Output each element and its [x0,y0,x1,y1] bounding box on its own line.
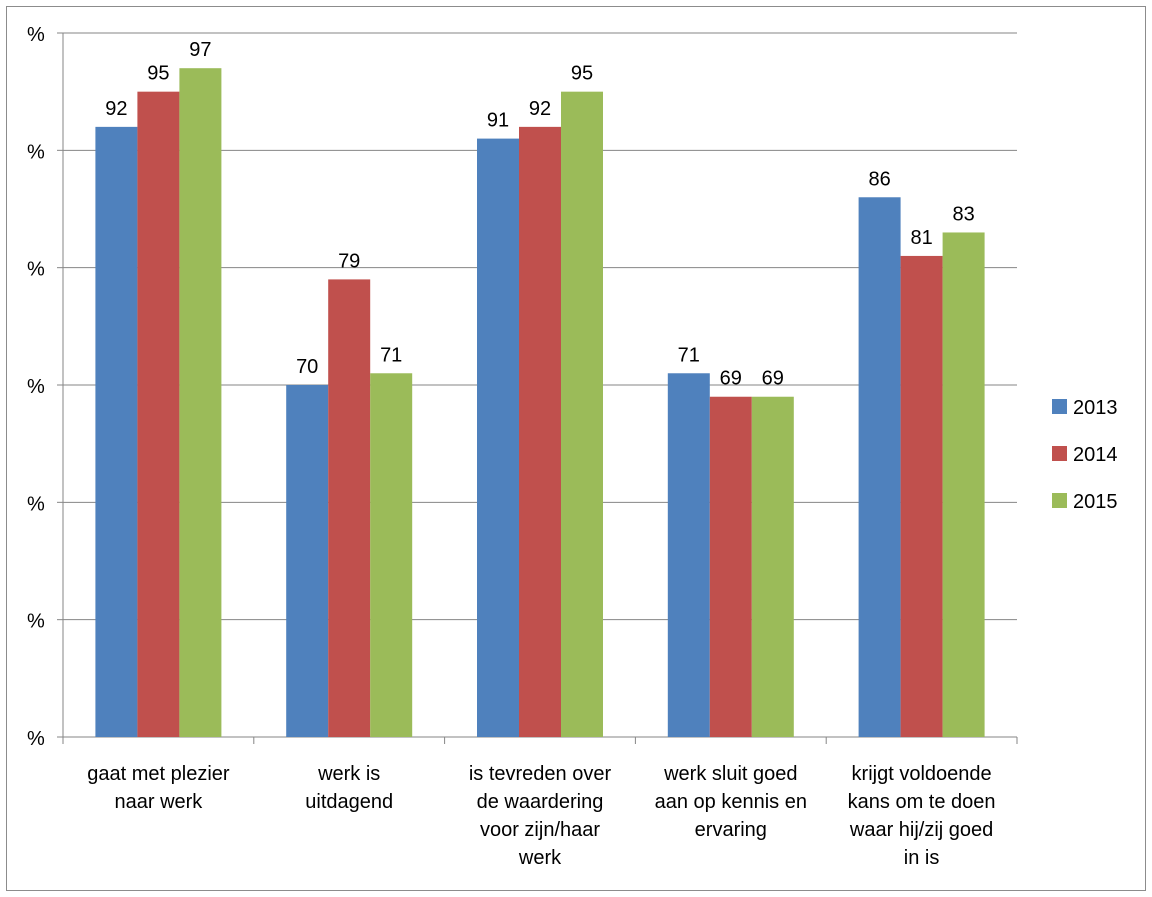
data-label: 92 [529,98,551,120]
bar-2014-3 [519,126,561,737]
bar-2014-4 [709,396,752,737]
data-label: 83 [952,203,974,225]
y-tick-label: % [27,493,45,515]
chart-frame: %%%%%%% 92 95 97 gaat met plezier naar werk 70… [6,6,1146,891]
data-label: 71 [678,344,700,366]
category-label: werk [518,847,562,869]
y-tick-label: % [27,376,45,398]
y-tick-label: % [27,259,45,281]
bar-2013-2 [286,385,329,737]
y-tick-label: % [27,141,45,163]
bar-2013-4 [667,373,710,737]
category-label: kans om te doen [848,791,996,813]
data-label: 92 [105,98,127,120]
bar-2014-5 [900,255,943,737]
legend-swatch-2013 [1052,399,1067,414]
data-label: 71 [380,344,402,366]
legend-swatch-2014 [1052,446,1067,461]
y-tick-label: % [27,728,45,750]
y-tick-label: % [27,611,45,633]
bar-2014-1 [137,91,180,737]
data-label: 86 [868,168,890,190]
bar-2015-3 [561,91,603,737]
category-label: werk is [317,763,380,785]
bar-chart: %%%%%%% 92 95 97 gaat met plezier naar werk 70… [27,24,1118,869]
data-label: 81 [910,227,932,249]
data-label: 95 [147,63,169,85]
bar-2015-1 [179,68,222,737]
bar-2015-2 [370,373,413,737]
category-label: naar werk [114,791,203,813]
legend-label: 2015 [1073,491,1118,513]
legend-label: 2014 [1073,444,1118,466]
data-label: 91 [487,110,509,132]
category-label: ervaring [695,819,767,841]
category-label: werk sluit goed [663,763,797,785]
bar-2013-3 [477,138,519,738]
data-label: 69 [720,368,742,390]
data-label: 97 [189,39,211,61]
legend-label: 2013 [1073,397,1118,419]
y-tick-label: % [27,24,45,46]
data-label: 95 [571,63,593,85]
category-label: is tevreden over [469,763,612,785]
bar-2015-5 [942,232,985,737]
category-label: voor zijn/haar [480,819,600,841]
category-label: uitdagend [305,791,393,813]
category-label: waar hij/zij goed [849,819,993,841]
data-label: 79 [338,250,360,272]
category-label: de waardering [477,791,604,813]
data-label: 70 [296,356,318,378]
category-label: in is [904,847,940,869]
category-label: aan op kennis en [655,791,807,813]
bar-2013-1 [95,126,138,737]
legend-swatch-2015 [1052,493,1067,508]
data-label: 69 [762,368,784,390]
bar-2014-2 [328,279,371,737]
bar-2013-5 [858,197,901,737]
category-label: gaat met plezier [87,763,230,785]
bar-2015-4 [751,396,794,737]
category-label: krijgt voldoende [852,763,992,785]
